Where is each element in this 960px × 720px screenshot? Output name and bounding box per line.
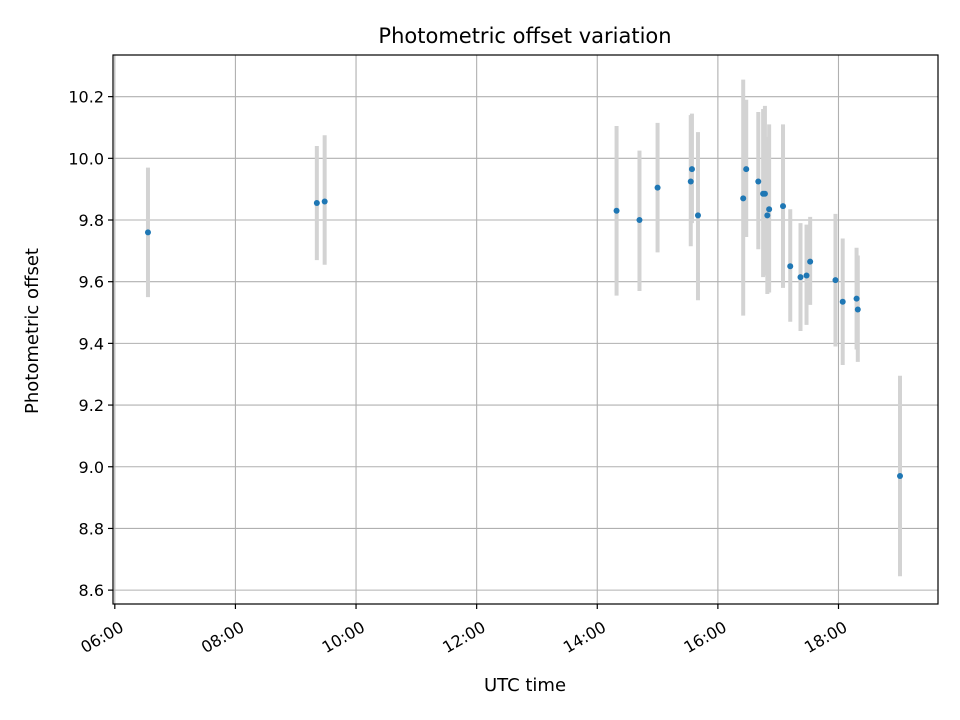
y-tick-label: 8.8 [79, 519, 104, 538]
x-axis-ticks: 06:00 08:00 10:00 12:00 14:00 16:00 18:00 [77, 604, 850, 657]
y-tick-label: 9.6 [79, 273, 104, 292]
y-tick-label: 10.0 [68, 149, 104, 168]
x-tick-label: 06:00 [77, 617, 126, 657]
data-point [797, 274, 804, 281]
x-tick-label: 12:00 [439, 617, 488, 657]
y-tick-label: 8.6 [79, 581, 104, 600]
data-point [766, 206, 773, 213]
data-point [761, 190, 768, 197]
plot-frame [112, 54, 939, 605]
data-point [740, 195, 747, 202]
data-point [839, 298, 846, 305]
data-point [755, 178, 762, 185]
data-point [897, 473, 904, 480]
data-point [764, 212, 771, 219]
x-tick-label: 14:00 [560, 617, 609, 657]
x-axis-title: UTC time [484, 675, 566, 696]
data-point [807, 258, 814, 265]
data-point [854, 306, 861, 313]
grid-lines [113, 55, 938, 604]
data-point [743, 166, 750, 173]
chart-title: Photometric offset variation [378, 24, 671, 48]
error-bars [145, 79, 903, 577]
data-point [313, 200, 320, 207]
y-tick-label: 10.2 [68, 88, 104, 107]
data-point [780, 203, 787, 210]
data-point [688, 166, 695, 173]
data-point [144, 229, 151, 236]
x-tick-label: 16:00 [680, 617, 729, 657]
y-axis-ticks: 8.6 8.8 9.0 9.2 9.4 9.6 9.8 10.0 10.2 [68, 88, 113, 600]
y-axis-title: Photometric offset [22, 248, 43, 414]
data-point [853, 295, 860, 302]
x-tick-label: 18:00 [801, 617, 850, 657]
y-tick-label: 9.0 [79, 458, 104, 477]
data-point [787, 263, 794, 270]
y-tick-label: 9.2 [79, 396, 104, 415]
x-tick-label: 08:00 [198, 617, 247, 657]
data-point [613, 207, 620, 214]
data-point [654, 184, 661, 191]
data-points [144, 166, 904, 480]
data-point [694, 212, 701, 219]
data-point [832, 277, 839, 284]
data-point [687, 178, 694, 185]
data-point [636, 217, 643, 224]
x-tick-label: 10:00 [319, 617, 368, 657]
y-tick-label: 9.8 [79, 211, 104, 230]
y-tick-label: 9.4 [79, 334, 104, 353]
data-point [321, 198, 328, 205]
data-point [803, 272, 810, 279]
